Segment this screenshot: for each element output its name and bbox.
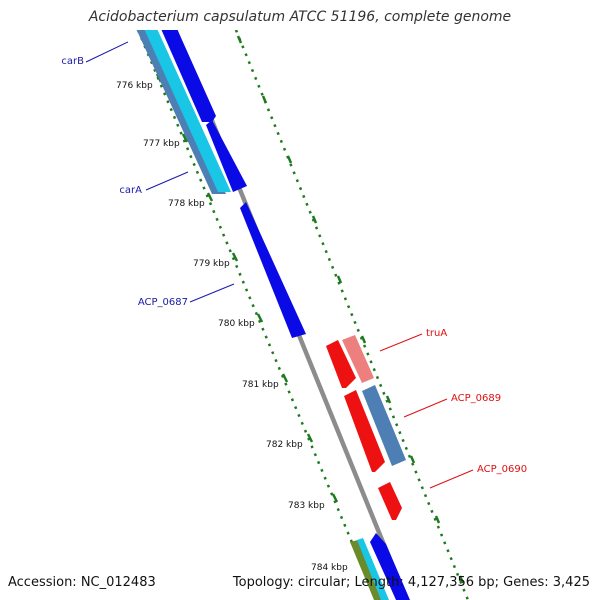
inner-tick	[256, 313, 264, 323]
gene-pink-truA	[342, 335, 374, 383]
leader-truA	[379, 333, 423, 352]
gene-red-2	[344, 390, 385, 472]
forward-genes	[136, 30, 410, 600]
inner-major-ticks	[155, 73, 365, 563]
map-title: Acidobacterium capsulatum ATCC 51196, co…	[88, 9, 512, 25]
inner-tick	[181, 133, 189, 143]
tick-label-779: 779 kbp	[193, 259, 230, 269]
ruler-tick-labels: 776 kbp 777 kbp 778 kbp 779 kbp 780 kbp …	[116, 81, 348, 573]
tick-label-781: 781 kbp	[242, 380, 279, 390]
leader-carA	[145, 171, 189, 191]
outer-tick	[311, 215, 318, 224]
map-plot-area: 776 kbp 777 kbp 778 kbp 779 kbp 780 kbp …	[61, 30, 527, 600]
gene-red-acp0690	[378, 482, 402, 520]
outer-tick	[286, 155, 293, 164]
inner-tick	[231, 252, 239, 262]
gene-steel-acp0689	[362, 385, 406, 466]
gene-blue-acp0687	[240, 202, 306, 338]
gene-label-acp0690[interactable]: ACP_0690	[477, 464, 527, 475]
inner-tick	[331, 493, 339, 503]
outer-tick	[434, 515, 441, 524]
gene-labels: carB carA ACP_0687 truA ACP_0689 ACP_069…	[61, 56, 527, 475]
gene-cyan-bottom	[357, 538, 389, 600]
gene-red-1	[326, 340, 356, 388]
leader-carB	[85, 41, 129, 63]
gene-label-acp0689[interactable]: ACP_0689	[451, 393, 501, 404]
tick-label-776: 776 kbp	[116, 81, 153, 91]
gene-cyan-carB-carA	[144, 30, 231, 192]
leader-acp0689	[403, 398, 448, 418]
tick-label-777: 777 kbp	[143, 139, 180, 149]
genome-summary-text: Topology: circular; Length: 4,127,356 bp…	[232, 575, 590, 590]
outer-tick	[385, 395, 392, 404]
label-leaders	[85, 41, 474, 489]
tick-label-783: 783 kbp	[288, 501, 325, 511]
gene-label-acp0687[interactable]: ACP_0687	[138, 297, 188, 308]
accession-text: Accession: NC_012483	[8, 575, 156, 590]
inner-tick	[206, 192, 214, 202]
tick-label-780: 780 kbp	[218, 319, 255, 329]
inner-ruler-line	[136, 30, 378, 600]
gene-blue-bottom	[370, 533, 410, 600]
gene-label-carB[interactable]: carB	[61, 56, 84, 67]
gene-blue-upper	[161, 30, 216, 122]
inner-tick	[306, 433, 314, 443]
leader-acp0687	[189, 283, 235, 303]
gene-label-truA[interactable]: truA	[426, 328, 447, 339]
outer-tick	[236, 35, 243, 44]
gene-blue-middle	[206, 120, 247, 192]
reverse-genes	[326, 335, 406, 520]
tick-label-784: 784 kbp	[311, 563, 348, 573]
outer-tick	[409, 455, 416, 464]
outer-tick	[360, 335, 367, 344]
leader-acp0690	[429, 469, 474, 489]
inner-tick	[281, 373, 289, 383]
tick-label-778: 778 kbp	[168, 199, 205, 209]
outer-tick	[261, 95, 268, 104]
outer-tick	[336, 275, 343, 284]
outer-major-ticks	[236, 35, 465, 584]
outer-tick	[458, 575, 465, 584]
outer-ruler-line	[234, 30, 470, 600]
tick-label-782: 782 kbp	[266, 440, 303, 450]
gene-label-carA[interactable]: carA	[119, 185, 142, 196]
